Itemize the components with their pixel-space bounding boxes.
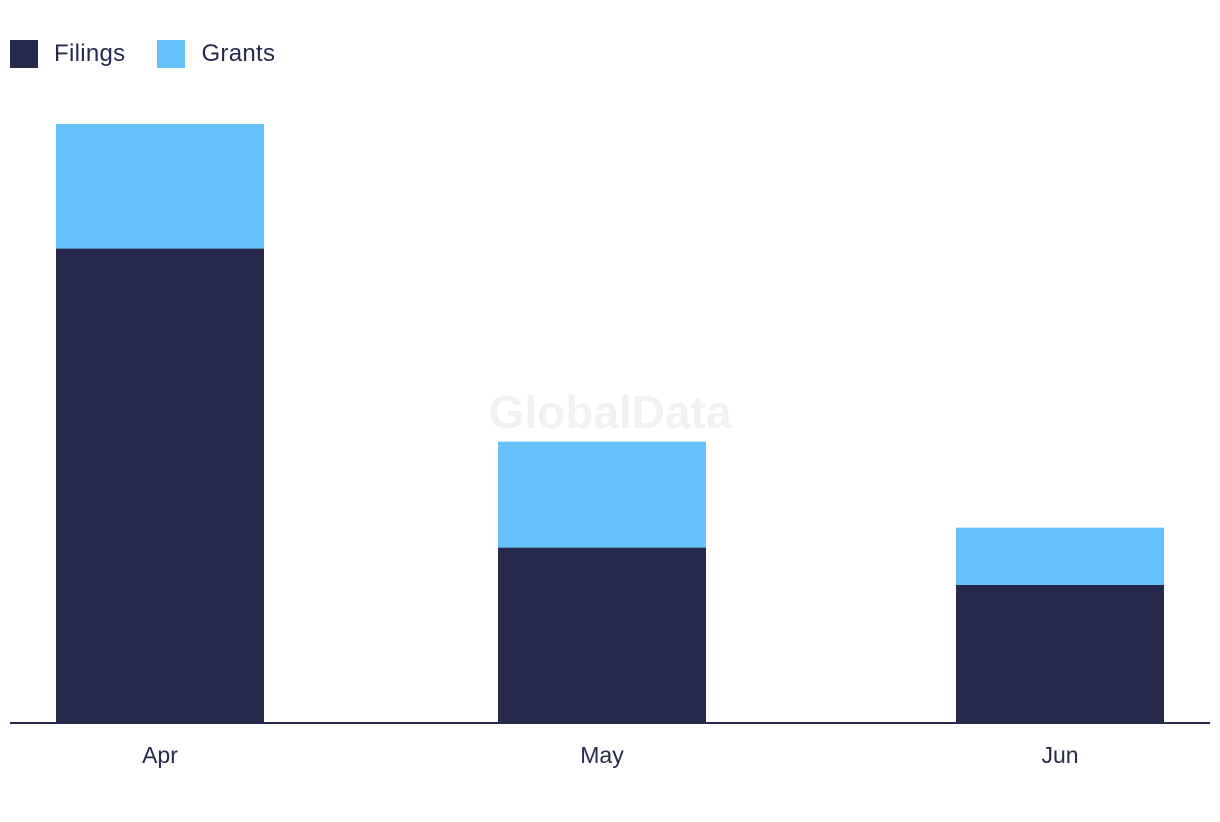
- watermark: GlobalData: [489, 386, 732, 438]
- bar-grants-apr: [56, 124, 264, 249]
- legend-swatch-filings: [10, 40, 38, 68]
- bar-grants-jun: [956, 527, 1164, 585]
- legend-item-grants: Grants: [157, 40, 275, 68]
- legend-item-filings: Filings: [10, 40, 125, 68]
- bars-group: [56, 124, 1164, 723]
- x-tick-labels: Apr May Jun: [142, 742, 1078, 768]
- bar-filings-apr: [56, 248, 264, 723]
- legend: Filings Grants: [10, 40, 307, 68]
- x-tick-label-may: May: [580, 742, 624, 768]
- legend-label-grants: Grants: [201, 40, 276, 67]
- legend-label-filings: Filings: [54, 40, 126, 67]
- bar-grants-may: [498, 441, 706, 548]
- x-tick-label-jun: Jun: [1041, 742, 1078, 768]
- x-tick-label-apr: Apr: [142, 742, 178, 768]
- bar-filings-may: [498, 547, 706, 722]
- bar-filings-jun: [956, 584, 1164, 722]
- legend-swatch-grants: [157, 40, 186, 68]
